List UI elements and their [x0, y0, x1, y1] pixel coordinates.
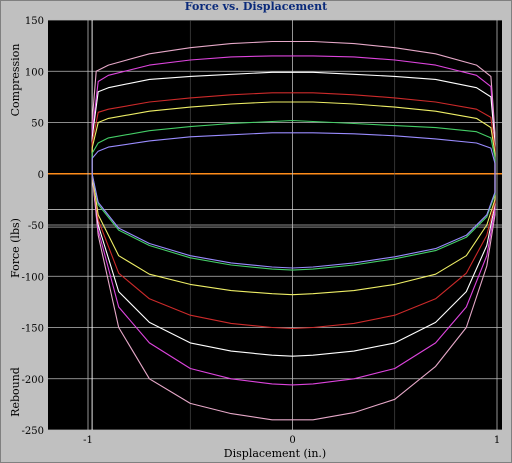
y-tick-label: 0 [38, 170, 44, 181]
y-tick-label: -200 [22, 375, 44, 386]
y-tick-label: -50 [28, 221, 44, 232]
y-tick-label: -150 [22, 324, 44, 335]
chart-title: Force vs. Displacement [185, 0, 328, 13]
x-axis-label: Displacement (in.) [224, 447, 326, 460]
y-tick-label: 50 [31, 119, 44, 130]
series-line-2 [91, 55, 496, 386]
series-line-5 [91, 101, 496, 296]
series-line-7 [91, 132, 496, 269]
y-tick-label: 100 [25, 67, 44, 78]
x-tick-labels: -1 0 1 [83, 435, 500, 446]
series-group [91, 40, 496, 421]
series-line-4 [91, 92, 496, 330]
y-tick-label: -250 [22, 426, 44, 437]
y-tick-labels: 150 100 50 0 -50 -100 -150 -200 -250 [22, 16, 44, 437]
y-tick-label: -100 [22, 272, 44, 283]
x-tick-label: -1 [83, 435, 93, 446]
x-tick-label: 1 [494, 435, 500, 446]
series-line-6 [91, 119, 496, 271]
x-tick-label: 0 [289, 435, 295, 446]
compression-label: Compression [9, 44, 22, 117]
rebound-label: Rebound [9, 367, 22, 417]
y-axis-label: Force (lbs) [9, 218, 22, 278]
series-line-1 [91, 40, 496, 421]
y-tick-label: 150 [25, 16, 44, 27]
reference-lines [48, 20, 502, 430]
